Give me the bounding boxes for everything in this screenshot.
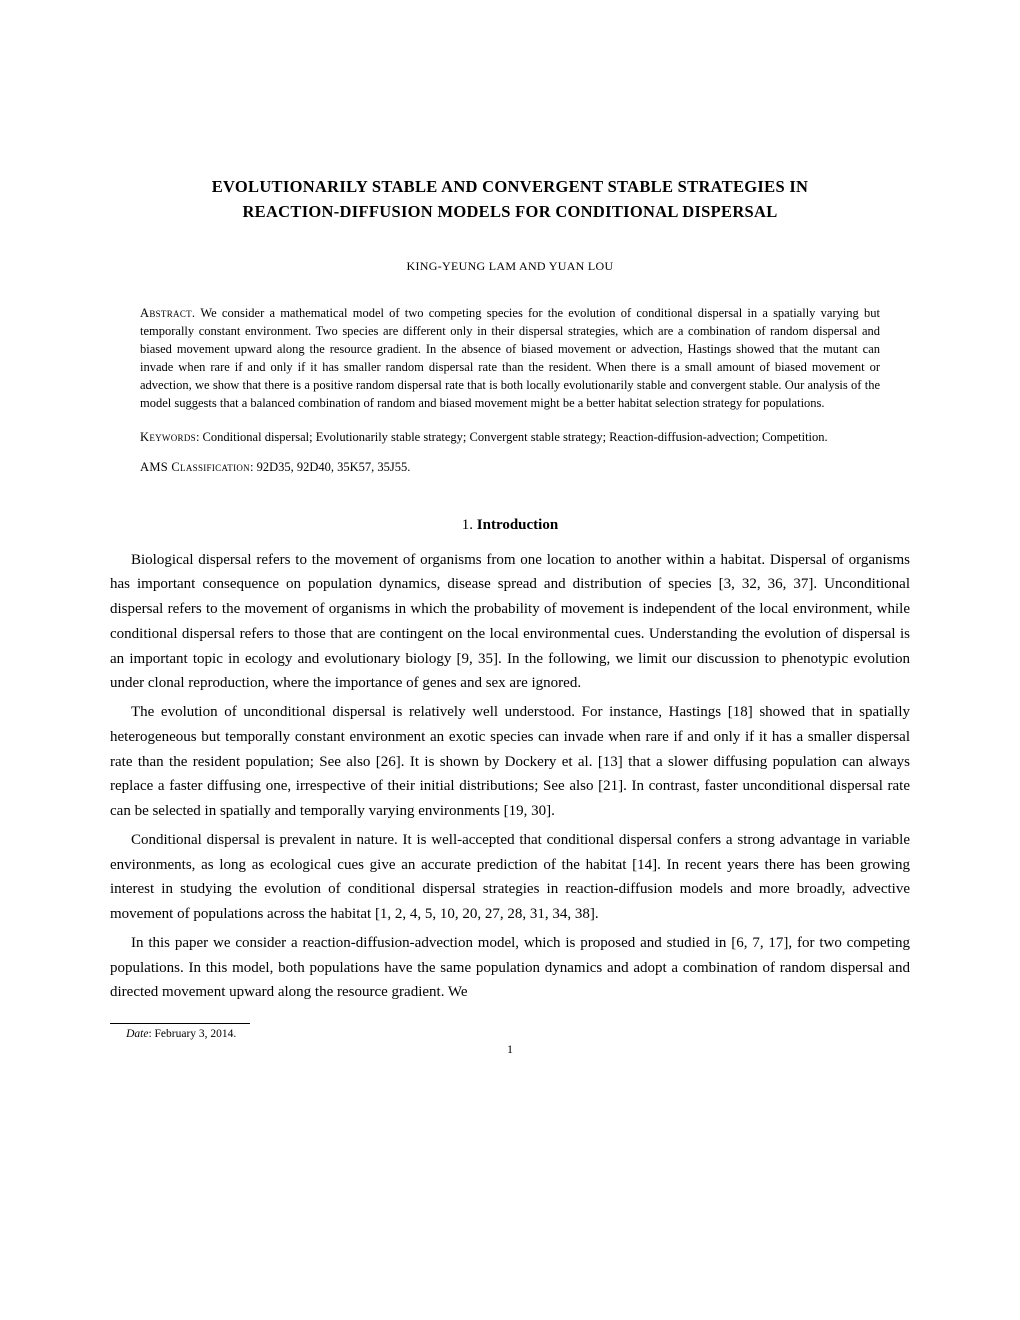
page-number: 1 <box>110 1042 910 1057</box>
abstract-block: Abstract. We consider a mathematical mod… <box>140 304 880 413</box>
paper-title: EVOLUTIONARILY STABLE AND CONVERGENT STA… <box>110 175 910 225</box>
paragraph-2: The evolution of unconditional dispersal… <box>110 700 910 824</box>
section-heading: 1. Introduction <box>110 517 910 534</box>
paragraph-1: Biological dispersal refers to the movem… <box>110 548 910 697</box>
ams-text: : 92D35, 92D40, 35K57, 35J55. <box>250 460 410 474</box>
paper-page: EVOLUTIONARILY STABLE AND CONVERGENT STA… <box>0 0 1020 1320</box>
footnote: Date: February 3, 2014. <box>110 1028 910 1040</box>
keywords-text: : Conditional dispersal; Evolutionarily … <box>196 430 828 444</box>
ams-block: AMS Classification: 92D35, 92D40, 35K57,… <box>140 458 880 476</box>
paragraph-4: In this paper we consider a reaction-dif… <box>110 931 910 1005</box>
paragraph-3: Conditional dispersal is prevalent in na… <box>110 828 910 927</box>
footnote-text: : February 3, 2014. <box>148 1028 236 1040</box>
keywords-block: Keywords: Conditional dispersal; Evoluti… <box>140 428 880 446</box>
footnote-label: Date <box>126 1028 148 1040</box>
title-line-2: REACTION-DIFFUSION MODELS FOR CONDITIONA… <box>242 202 777 221</box>
section-number: 1. <box>462 517 473 533</box>
section-title: Introduction <box>477 517 558 533</box>
abstract-label: Abstract. <box>140 306 195 320</box>
paper-authors: KING-YEUNG LAM AND YUAN LOU <box>110 259 910 274</box>
ams-label: AMS Classification <box>140 460 250 474</box>
title-line-1: EVOLUTIONARILY STABLE AND CONVERGENT STA… <box>212 177 809 196</box>
keywords-label: Keywords <box>140 430 196 444</box>
abstract-text: We consider a mathematical model of two … <box>140 306 880 411</box>
footnote-rule <box>110 1023 250 1024</box>
